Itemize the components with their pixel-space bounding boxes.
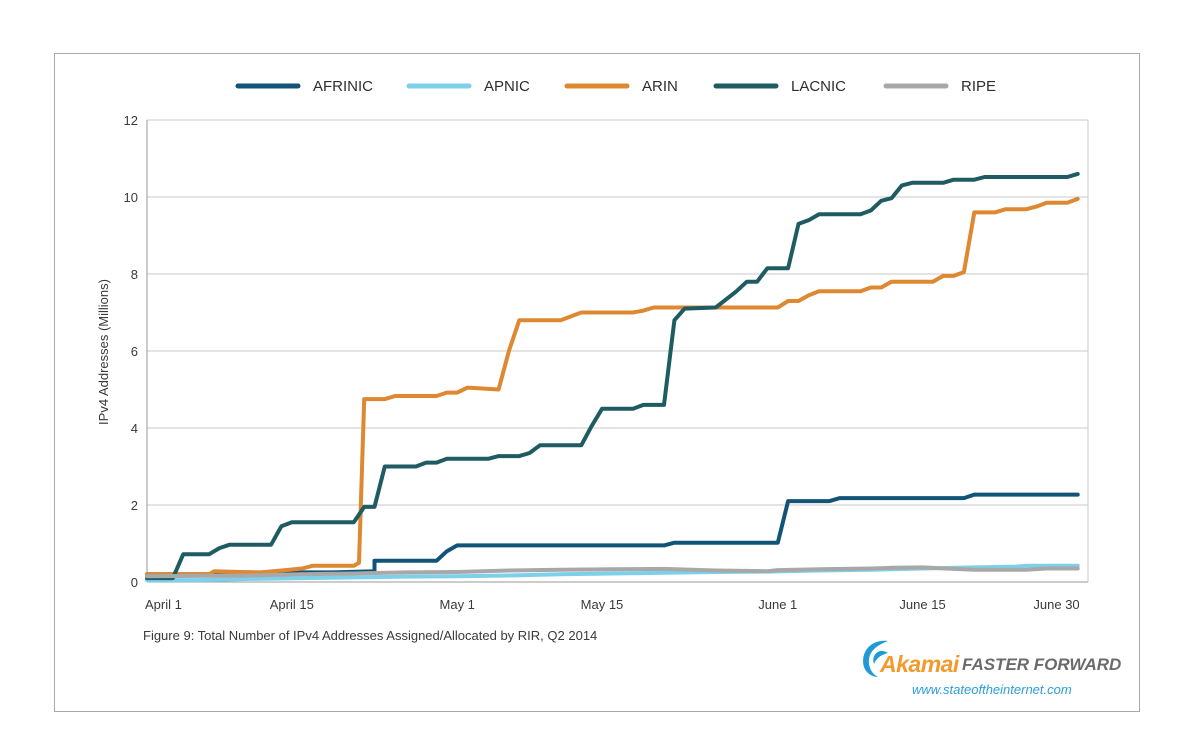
legend-item-afrinic: AFRINIC bbox=[235, 78, 373, 95]
x-tick-label: May 1 bbox=[440, 597, 475, 612]
y-tick-label-12: 12 bbox=[124, 113, 138, 128]
figure-caption: Figure 9: Total Number of IPv4 Addresses… bbox=[143, 628, 598, 643]
figure-frame bbox=[54, 53, 1140, 712]
y-tick-label-6: 6 bbox=[131, 344, 138, 359]
brand-block: Akamai FASTER FORWARD www.stateoftheinte… bbox=[858, 633, 1128, 703]
y-axis-label: IPv4 Addresses (Millions) bbox=[96, 279, 111, 425]
chart-axes: 0 2 4 6 8 10 12 April 1 April 15 May 1 May 15 June … bbox=[124, 113, 1089, 612]
legend-label: ARIN bbox=[642, 78, 678, 95]
legend-label: AFRINIC bbox=[313, 78, 373, 95]
chart-grid bbox=[147, 119, 1088, 506]
series-line-ripe bbox=[145, 565, 1080, 579]
brand-tagline: FASTER FORWARD bbox=[962, 655, 1122, 674]
y-tick-label-10: 10 bbox=[124, 190, 138, 205]
series-line-afrinic bbox=[145, 492, 1080, 577]
legend-item-ripe: RIPE bbox=[883, 78, 996, 95]
brand-url[interactable]: www.stateoftheinternet.com bbox=[912, 682, 1072, 697]
y-tick-label-8: 8 bbox=[131, 267, 138, 282]
series-line-arin bbox=[145, 196, 1080, 577]
brand-name: Akamai bbox=[880, 651, 959, 677]
x-tick-label: May 15 bbox=[581, 597, 624, 612]
x-tick-label: June 1 bbox=[758, 597, 797, 612]
x-tick-label: April 1 bbox=[145, 597, 182, 612]
legend-item-lacnic: LACNIC bbox=[713, 78, 846, 95]
x-tick-label: April 15 bbox=[270, 597, 314, 612]
y-tick-label-2: 2 bbox=[131, 498, 138, 513]
y-tick-label-0: 0 bbox=[131, 575, 138, 590]
line-chart: AFRINIC APNIC ARIN LACNIC RIPE 0 2 4 6 8 10 12 Apri… bbox=[96, 78, 1089, 612]
legend-item-apnic: APNIC bbox=[406, 78, 530, 95]
y-tick-label-4: 4 bbox=[131, 421, 138, 436]
x-tick-label: June 15 bbox=[899, 597, 945, 612]
legend-item-arin: ARIN bbox=[564, 78, 678, 95]
chart-series bbox=[145, 171, 1080, 583]
legend-label: APNIC bbox=[484, 78, 530, 95]
akamai-swoosh-icon bbox=[863, 640, 888, 677]
legend-label: LACNIC bbox=[791, 78, 846, 95]
chart-legend: AFRINIC APNIC ARIN LACNIC RIPE bbox=[235, 78, 996, 95]
x-tick-label: June 30 bbox=[1033, 597, 1079, 612]
legend-label: RIPE bbox=[961, 78, 996, 95]
series-line-lacnic bbox=[145, 171, 1080, 581]
